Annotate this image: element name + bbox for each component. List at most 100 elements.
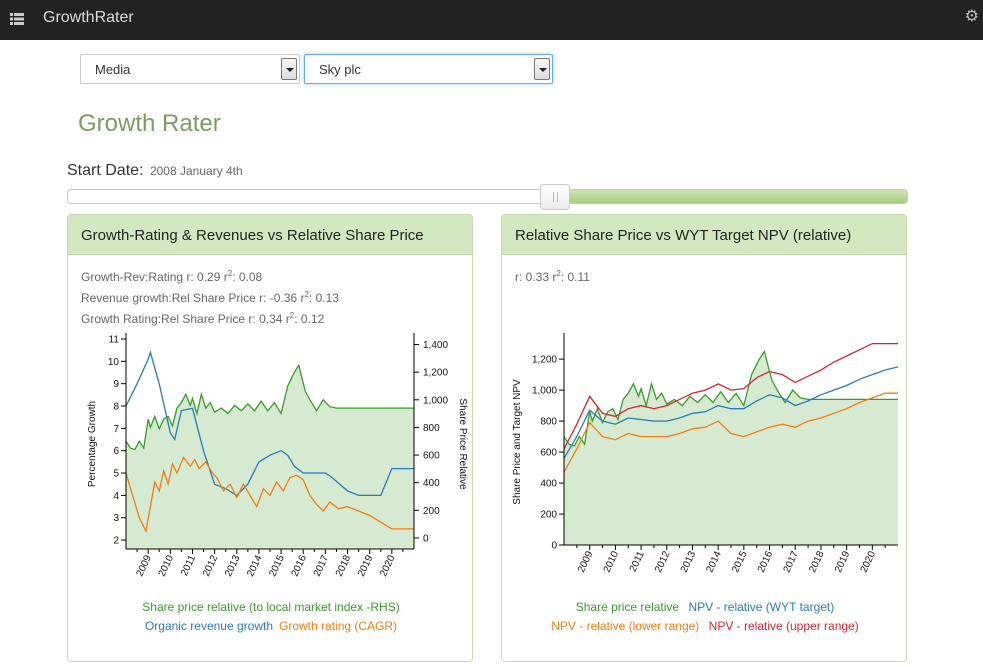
page-title: Growth Rater bbox=[78, 110, 221, 137]
stat-r: 0.29 bbox=[197, 270, 221, 284]
x-tick-label: 2014 bbox=[705, 549, 725, 574]
stat-r2: 0.12 bbox=[300, 312, 325, 326]
stat-label: Growth-Rev:Rating r: bbox=[81, 270, 198, 284]
growth-chart: 2 3 4 5 6 7 8 9 10 11 0 200 400 600 800 1,000 1,200 1,400… bbox=[87, 333, 468, 578]
stat-row: Growth-Rev:Rating r: 0.29 r2: 0.08 bbox=[81, 269, 263, 284]
chevron-down-icon[interactable] bbox=[534, 58, 550, 80]
y-tick-label: 9 bbox=[113, 379, 119, 390]
y-tick-label: 2 bbox=[113, 536, 119, 547]
stat-r: 0.33 bbox=[525, 270, 550, 284]
y-tick-label: 10 bbox=[108, 357, 120, 368]
npv-panel: Relative Share Price vs WYT Target NPV (… bbox=[501, 214, 907, 662]
list-icon[interactable] bbox=[10, 12, 24, 26]
start-date-label: Start Date: 2008 January 4th bbox=[67, 162, 243, 180]
sector-select-value: Media bbox=[95, 62, 131, 77]
x-tick-label: 2010 bbox=[157, 553, 177, 578]
series-line bbox=[125, 350, 414, 497]
y2-axis-title: Share Price Relative bbox=[457, 398, 468, 490]
legend-npv-target[interactable]: NPV - relative (WYT target) bbox=[688, 600, 835, 614]
y2-tick-label: 1,000 bbox=[423, 395, 448, 406]
stat-row: Revenue growth:Rel Share Price r: -0.36 … bbox=[81, 290, 339, 305]
legend-revenue[interactable]: Organic revenue growth bbox=[144, 619, 274, 633]
npv-chart: 0 200 400 600 800 1,000 1,200 2009 2010 2011 2012 2… bbox=[512, 333, 899, 574]
sector-select[interactable]: Media bbox=[80, 54, 300, 84]
start-date-slider[interactable] bbox=[67, 189, 908, 204]
x-tick-label: 2015 bbox=[730, 549, 750, 574]
company-select-value: Sky plc bbox=[319, 62, 361, 77]
stat-row: r: 0.33 r2: 0.11 bbox=[515, 269, 590, 284]
x-tick-label: 2018 bbox=[807, 549, 827, 574]
y-axis-title: Percentage Growth bbox=[87, 401, 98, 487]
gear-icon[interactable]: ⚙ bbox=[964, 8, 979, 25]
y-tick-label: 800 bbox=[540, 417, 557, 428]
y-tick-label: 200 bbox=[540, 510, 557, 521]
legend-share-price[interactable]: Share price relative bbox=[575, 600, 680, 614]
y-tick-label: 11 bbox=[109, 335, 120, 346]
x-tick-label: 2009 bbox=[135, 553, 155, 578]
top-bar: GrowthRater ⚙ bbox=[0, 0, 983, 40]
y-tick-label: 400 bbox=[540, 479, 557, 490]
legend-npv-upper[interactable]: NPV - relative (upper range) bbox=[708, 619, 859, 633]
correlation-stats: r: 0.33 r2: 0.11 bbox=[515, 265, 590, 286]
start-date-label-text: Start Date: bbox=[67, 162, 144, 179]
series-area bbox=[126, 365, 414, 549]
x-tick-label: 2019 bbox=[833, 549, 853, 574]
x-tick-label: 2016 bbox=[756, 549, 776, 574]
x-tick-label: 2013 bbox=[679, 549, 699, 574]
y-tick-label: 3 bbox=[113, 513, 119, 524]
company-select[interactable]: Sky plc bbox=[304, 54, 553, 84]
x-tick-label: 2020 bbox=[859, 549, 879, 574]
chart-legend: Share price relative NPV - relative (WYT… bbox=[502, 598, 906, 636]
y2-tick-label: 600 bbox=[423, 451, 440, 462]
slider-handle[interactable] bbox=[539, 184, 570, 210]
x-tick-label: 2014 bbox=[245, 553, 265, 578]
stat-r2: 0.11 bbox=[567, 270, 590, 284]
series-line bbox=[563, 342, 898, 450]
y2-tick-label: 400 bbox=[423, 478, 440, 489]
y-tick-label: 600 bbox=[540, 448, 557, 459]
series-line bbox=[563, 366, 899, 459]
x-tick-label: 2017 bbox=[782, 549, 802, 574]
y-tick-label: 4 bbox=[113, 491, 119, 502]
y-tick-label: 7 bbox=[113, 424, 119, 435]
y-axis-title: Share Price and Target NPV bbox=[512, 379, 523, 505]
x-tick-label: 2011 bbox=[179, 553, 198, 578]
start-date-value: 2008 January 4th bbox=[149, 164, 243, 178]
stat-r2: 0.08 bbox=[238, 270, 263, 284]
x-tick-label: 2015 bbox=[267, 553, 287, 578]
x-tick-label: 2017 bbox=[312, 553, 332, 578]
series-line bbox=[563, 392, 898, 473]
panel-title: Relative Share Price vs WYT Target NPV (… bbox=[502, 215, 906, 255]
stat-row: Growth Rating:Rel Share Price r: 0.34 r2… bbox=[81, 311, 325, 326]
legend-npv-lower[interactable]: NPV - relative (lower range) bbox=[551, 619, 700, 633]
x-tick-label: 2020 bbox=[378, 553, 398, 578]
series-area bbox=[564, 351, 898, 545]
stat-label: Growth Rating:Rel Share Price r: bbox=[81, 312, 260, 326]
legend-growth-rating[interactable]: Growth rating (CAGR) bbox=[279, 619, 398, 633]
y-tick-label: 5 bbox=[113, 469, 119, 480]
correlation-stats: Growth-Rev:Rating r: 0.29 r2: 0.08 Reven… bbox=[81, 265, 339, 328]
x-tick-label: 2010 bbox=[602, 549, 622, 574]
y-tick-label: 1,000 bbox=[532, 386, 557, 397]
stat-label: Revenue growth:Rel Share Price r: bbox=[81, 291, 270, 305]
chevron-down-icon[interactable] bbox=[281, 58, 297, 80]
x-tick-label: 2011 bbox=[628, 549, 647, 574]
series-line bbox=[563, 349, 898, 447]
growth-rating-panel: Growth-Rating & Revenues vs Relative Sha… bbox=[67, 214, 473, 662]
y2-tick-label: 0 bbox=[423, 533, 429, 544]
app-title[interactable]: GrowthRater bbox=[43, 9, 134, 26]
stat-r: 0.34 bbox=[259, 312, 283, 326]
chart-legend: Share price relative (to local market in… bbox=[68, 598, 472, 636]
slider-range-fill bbox=[555, 190, 907, 203]
x-tick-label: 2016 bbox=[290, 553, 310, 578]
y-tick-label: 8 bbox=[113, 402, 119, 413]
stat-r2: 0.13 bbox=[315, 291, 339, 305]
y-tick-label: 0 bbox=[551, 541, 557, 552]
y2-tick-label: 800 bbox=[423, 423, 440, 434]
y-tick-label: 1,200 bbox=[532, 355, 557, 366]
legend-share-price[interactable]: Share price relative (to local market in… bbox=[142, 600, 400, 614]
x-tick-label: 2009 bbox=[576, 549, 596, 574]
y2-tick-label: 200 bbox=[423, 506, 440, 517]
panel-title: Growth-Rating & Revenues vs Relative Sha… bbox=[68, 215, 472, 255]
y-tick-label: 6 bbox=[113, 446, 119, 457]
